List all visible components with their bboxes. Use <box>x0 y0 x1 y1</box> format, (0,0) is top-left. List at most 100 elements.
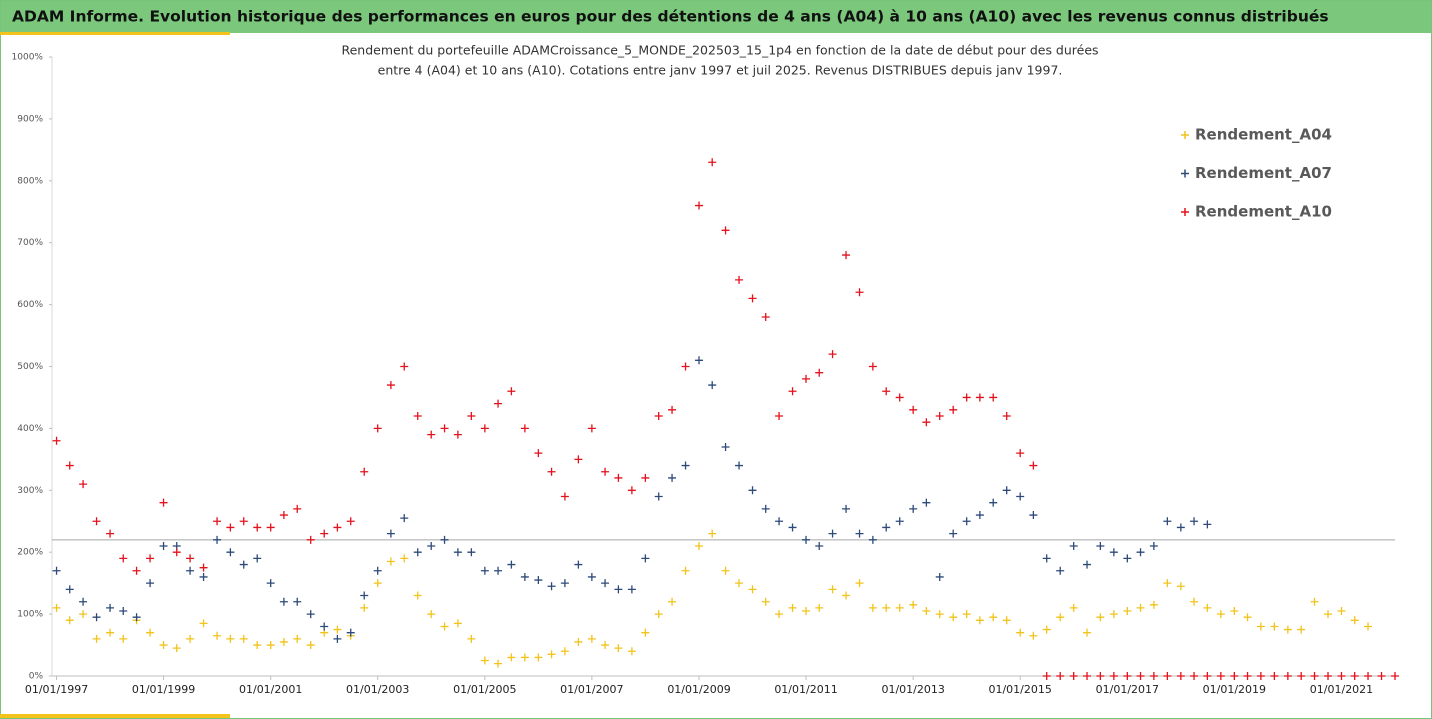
point <box>1216 672 1225 680</box>
point <box>775 517 784 526</box>
point <box>587 634 596 643</box>
point <box>1123 554 1132 563</box>
x-tick-label: 01/01/2007 <box>560 683 623 696</box>
point <box>119 634 128 643</box>
point <box>293 504 302 513</box>
point <box>279 511 288 520</box>
point <box>574 560 583 569</box>
point <box>560 647 569 656</box>
point <box>440 622 449 631</box>
point <box>65 616 74 625</box>
point <box>654 610 663 619</box>
point <box>989 393 998 402</box>
point <box>1123 672 1132 680</box>
point <box>989 613 998 622</box>
point <box>882 603 891 612</box>
point <box>949 529 958 538</box>
point <box>614 473 623 482</box>
point <box>146 554 155 563</box>
point <box>1243 613 1252 622</box>
point <box>949 405 958 414</box>
point <box>279 637 288 646</box>
point <box>1203 672 1212 680</box>
point <box>1350 672 1359 680</box>
accent-bottom <box>0 714 230 718</box>
point <box>146 628 155 637</box>
point <box>1324 610 1333 619</box>
point <box>1083 560 1092 569</box>
point <box>560 579 569 588</box>
point <box>279 597 288 606</box>
point <box>494 566 503 575</box>
point <box>467 634 476 643</box>
point <box>79 610 88 619</box>
point <box>1056 613 1065 622</box>
point <box>520 424 529 433</box>
chart-title: ADAM Informe. Evolution historique des p… <box>12 8 1329 26</box>
point <box>373 424 382 433</box>
point <box>1096 613 1105 622</box>
point <box>386 381 395 390</box>
point <box>507 653 516 662</box>
point <box>815 542 824 551</box>
point <box>373 566 382 575</box>
point <box>802 607 811 616</box>
x-tick-label: 01/01/2021 <box>1310 683 1373 696</box>
point <box>293 634 302 643</box>
point <box>1016 449 1025 458</box>
point <box>1190 517 1199 526</box>
point <box>695 201 704 210</box>
point <box>467 548 476 557</box>
point <box>882 523 891 532</box>
point <box>761 597 770 606</box>
point <box>346 628 355 637</box>
point <box>360 591 369 600</box>
point <box>266 579 275 588</box>
point <box>534 653 543 662</box>
legend-marker <box>1181 169 1189 178</box>
point <box>520 653 529 662</box>
x-tick-label: 01/01/2001 <box>239 683 302 696</box>
legend-label: Rendement_A07 <box>1195 164 1332 182</box>
point <box>1002 486 1011 495</box>
point <box>587 572 596 581</box>
point <box>266 641 275 650</box>
point <box>52 566 61 575</box>
point <box>681 461 690 470</box>
point <box>909 504 918 513</box>
point <box>641 628 650 637</box>
point <box>1176 523 1185 532</box>
x-tick-label: 01/01/2003 <box>346 683 409 696</box>
point <box>186 554 195 563</box>
point <box>681 566 690 575</box>
y-tick-label: 200% <box>17 548 43 558</box>
point <box>1324 672 1333 680</box>
point <box>802 374 811 383</box>
point <box>1029 461 1038 470</box>
point <box>1136 548 1145 557</box>
point <box>440 535 449 544</box>
point <box>413 591 422 600</box>
point <box>1016 492 1025 501</box>
point <box>1297 672 1306 680</box>
y-tick-label: 1000% <box>12 53 44 63</box>
point <box>761 504 770 513</box>
point <box>427 542 436 551</box>
point <box>1002 412 1011 421</box>
point <box>226 523 235 532</box>
point <box>400 554 409 563</box>
point <box>855 288 864 297</box>
point <box>614 644 623 653</box>
point <box>253 523 262 532</box>
point <box>534 576 543 585</box>
point <box>802 535 811 544</box>
point <box>146 579 155 588</box>
point <box>1109 610 1118 619</box>
point <box>601 467 610 476</box>
point <box>333 523 342 532</box>
point <box>775 412 784 421</box>
point <box>1016 628 1025 637</box>
point <box>1149 672 1158 680</box>
point <box>1083 628 1092 637</box>
point <box>1270 622 1279 631</box>
